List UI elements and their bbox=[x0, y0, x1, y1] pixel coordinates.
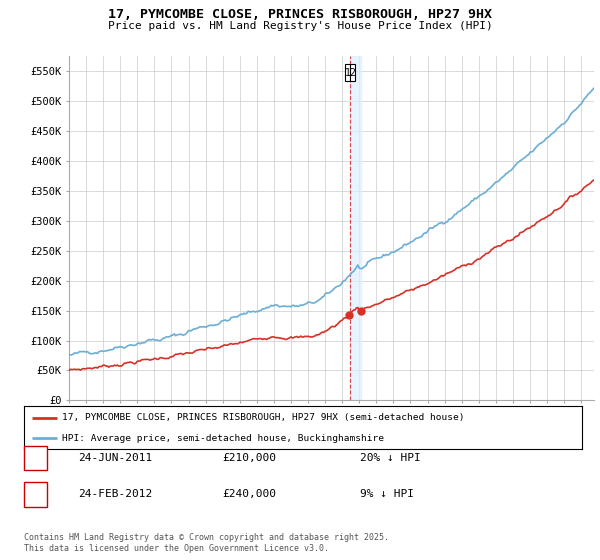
Text: HPI: Average price, semi-detached house, Buckinghamshire: HPI: Average price, semi-detached house,… bbox=[62, 434, 384, 443]
Text: £210,000: £210,000 bbox=[222, 453, 276, 463]
Text: Contains HM Land Registry data © Crown copyright and database right 2025.
This d: Contains HM Land Registry data © Crown c… bbox=[24, 533, 389, 553]
Text: 1: 1 bbox=[345, 68, 351, 78]
Text: Price paid vs. HM Land Registry's House Price Index (HPI): Price paid vs. HM Land Registry's House … bbox=[107, 21, 493, 31]
Text: 1: 1 bbox=[32, 453, 39, 463]
Text: 9% ↓ HPI: 9% ↓ HPI bbox=[360, 489, 414, 500]
Text: 2: 2 bbox=[350, 68, 356, 78]
Text: 2: 2 bbox=[32, 489, 39, 500]
Text: 24-JUN-2011: 24-JUN-2011 bbox=[78, 453, 152, 463]
Bar bbox=[346, 64, 350, 81]
Text: 17, PYMCOMBE CLOSE, PRINCES RISBOROUGH, HP27 9HX: 17, PYMCOMBE CLOSE, PRINCES RISBOROUGH, … bbox=[108, 8, 492, 21]
Text: 20% ↓ HPI: 20% ↓ HPI bbox=[360, 453, 421, 463]
Bar bbox=[350, 56, 361, 400]
Text: 24-FEB-2012: 24-FEB-2012 bbox=[78, 489, 152, 500]
Bar bbox=[350, 64, 355, 81]
Text: £240,000: £240,000 bbox=[222, 489, 276, 500]
Text: 17, PYMCOMBE CLOSE, PRINCES RISBOROUGH, HP27 9HX (semi-detached house): 17, PYMCOMBE CLOSE, PRINCES RISBOROUGH, … bbox=[62, 413, 464, 422]
